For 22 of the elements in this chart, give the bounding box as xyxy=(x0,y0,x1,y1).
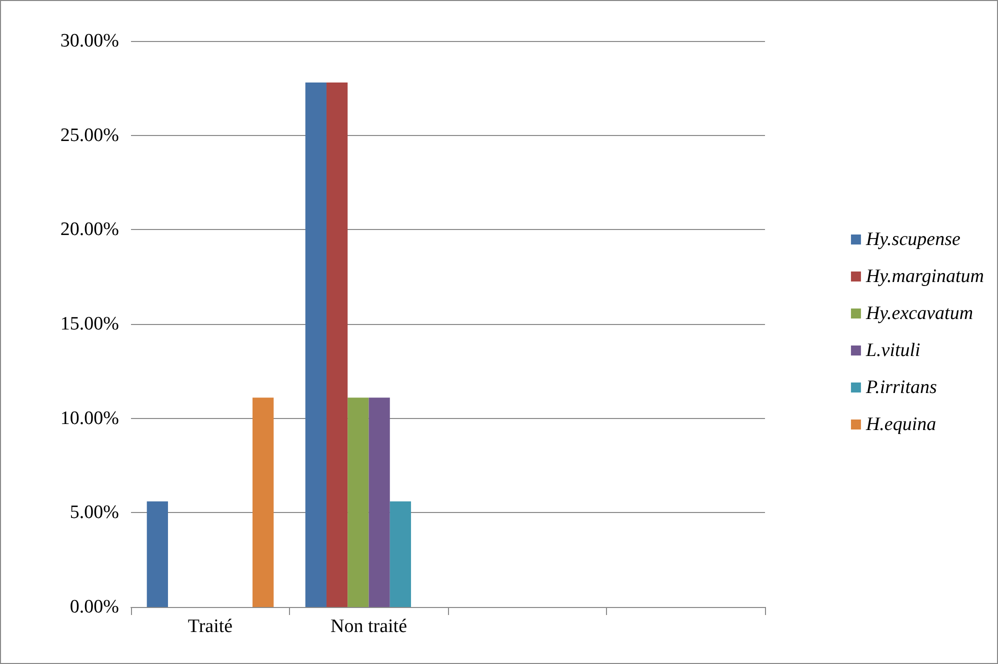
y-tick-label: 25.00% xyxy=(60,124,120,146)
legend-label: Hy.scupense xyxy=(864,229,960,250)
bar xyxy=(326,82,348,607)
x-tick-label: Non traité xyxy=(330,616,408,637)
legend-label: Hy.marginatum xyxy=(864,266,984,287)
y-tick-label: 15.00% xyxy=(60,314,120,334)
bar xyxy=(305,82,326,607)
y-tick-label: 0.00% xyxy=(70,596,120,618)
bar xyxy=(252,398,274,607)
y-tick-label: 5.00% xyxy=(70,502,120,524)
bar xyxy=(390,501,412,607)
legend-label: L.vituli xyxy=(864,340,920,361)
legend-label: Hy.excavatum xyxy=(864,303,974,324)
legend-label: P.irritans xyxy=(864,377,937,398)
legend-label: H.equina xyxy=(864,414,936,435)
x-tick-label: Traité xyxy=(188,616,233,637)
bar xyxy=(348,398,369,607)
y-tick-label: 10.00% xyxy=(60,408,120,429)
y-tick-label: 20.00% xyxy=(60,219,120,240)
bar xyxy=(368,398,390,607)
y-tick-label: 30.00% xyxy=(60,30,120,52)
bar xyxy=(146,501,168,607)
